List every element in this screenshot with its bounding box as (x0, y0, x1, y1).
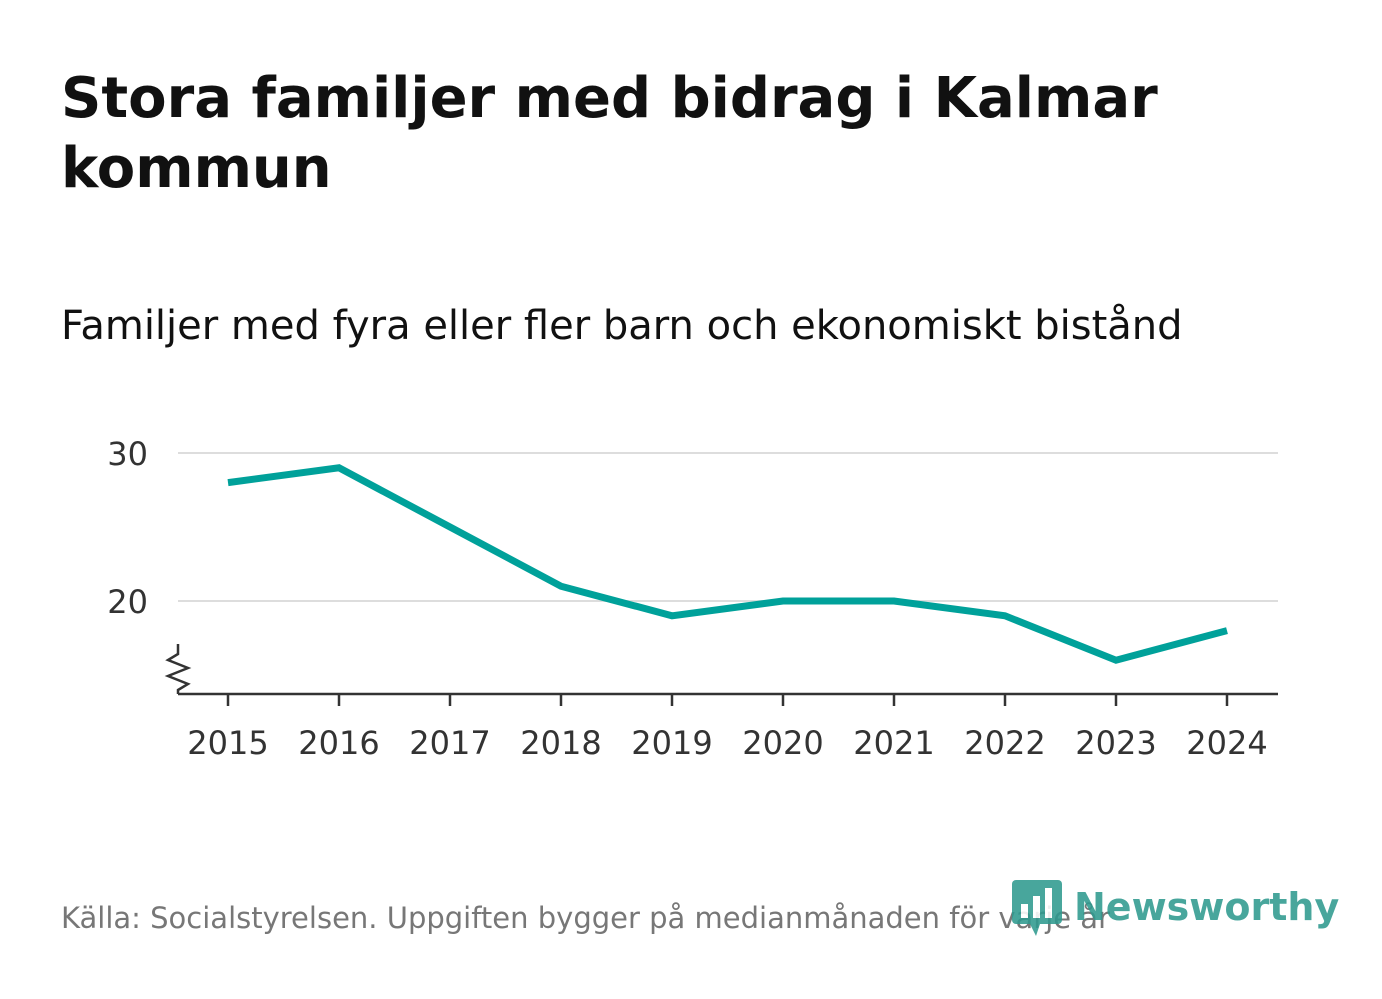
series-line-0 (227, 464, 1228, 664)
x-tick-label-2018: 2018 (520, 724, 601, 762)
newsworthy-logo-icon (1012, 880, 1062, 936)
x-tick-label-2020: 2020 (742, 724, 823, 762)
x-tick-label-2022: 2022 (964, 724, 1045, 762)
x-tick-label-2023: 2023 (1075, 724, 1156, 762)
chart-title: Stora familjer med bidrag i Kalmar kommu… (61, 66, 1158, 201)
y-tick-label-20: 20 (107, 583, 148, 621)
x-tick-label-2015: 2015 (187, 724, 268, 762)
newsworthy-wordmark: Newsworthy (1074, 885, 1340, 929)
grid-lines (178, 452, 1278, 602)
newsworthy-brand: Newsworthy (1012, 876, 1339, 938)
series-lines (227, 464, 1228, 664)
x-tick-label-2016: 2016 (298, 724, 379, 762)
x-tick-label-2019: 2019 (631, 724, 712, 762)
x-tick-label-2021: 2021 (853, 724, 934, 762)
x-tick-label-2017: 2017 (409, 724, 490, 762)
chart-subtitle: Familjer med fyra eller fler barn och ek… (61, 303, 1183, 349)
x-tick-label-2024: 2024 (1186, 724, 1267, 762)
y-tick-label-30: 30 (107, 435, 148, 473)
axis-break-marker (164, 644, 192, 694)
x-axis: 2015 2016 2017 2018 2019 2020 2021 2022 2023 2024 (164, 644, 1278, 762)
source-note: Källa: Socialstyrelsen. Uppgiften bygger… (61, 901, 1110, 935)
